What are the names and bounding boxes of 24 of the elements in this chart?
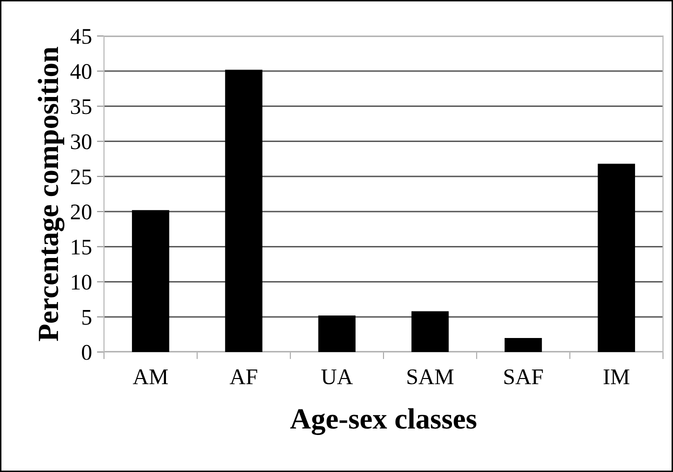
y-tick-label: 40: [70, 64, 92, 80]
y-tick-label: 15: [72, 240, 92, 255]
y-tick-label: 25: [70, 169, 92, 184]
bar: [598, 164, 636, 352]
x-tick-label: AM: [132, 369, 168, 384]
y-axis-title: Percentage composition: [38, 46, 64, 342]
y-tick-label: 20: [70, 204, 92, 220]
x-tick-label: SAM: [407, 369, 454, 384]
x-tick-label: IM: [604, 370, 630, 384]
x-tick-label: AF: [230, 369, 258, 384]
bar: [504, 338, 542, 352]
x-tick-label: SAF: [504, 369, 543, 384]
y-tick-label: 5: [82, 310, 92, 325]
y-tick-label: 0: [82, 344, 92, 360]
bar: [411, 311, 449, 352]
y-tick-label: 45: [70, 29, 92, 44]
y-tick-label: 35: [71, 99, 92, 114]
y-tick-label: 10: [72, 274, 92, 290]
bar: [318, 315, 356, 352]
bar: [132, 210, 170, 352]
x-tick-label: UA: [321, 369, 353, 384]
bar: [225, 70, 262, 352]
y-tick-label: 30: [71, 134, 92, 150]
x-axis-title: Age-sex classes: [290, 408, 476, 435]
